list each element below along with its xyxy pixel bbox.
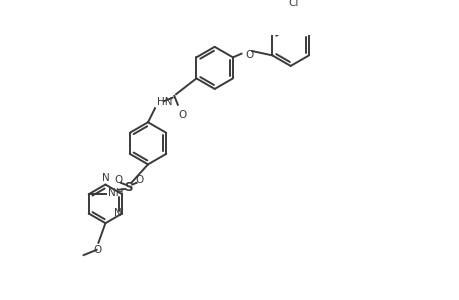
Text: O: O	[179, 110, 186, 120]
Text: N: N	[102, 173, 110, 183]
Text: Cl: Cl	[287, 0, 298, 8]
Text: O: O	[245, 50, 253, 60]
Text: O: O	[93, 244, 101, 255]
Text: NH: NH	[107, 188, 123, 198]
Text: O: O	[135, 175, 143, 185]
Text: HN: HN	[157, 98, 172, 107]
Text: S: S	[124, 181, 133, 194]
Text: N: N	[113, 208, 121, 218]
Text: O: O	[114, 175, 122, 185]
